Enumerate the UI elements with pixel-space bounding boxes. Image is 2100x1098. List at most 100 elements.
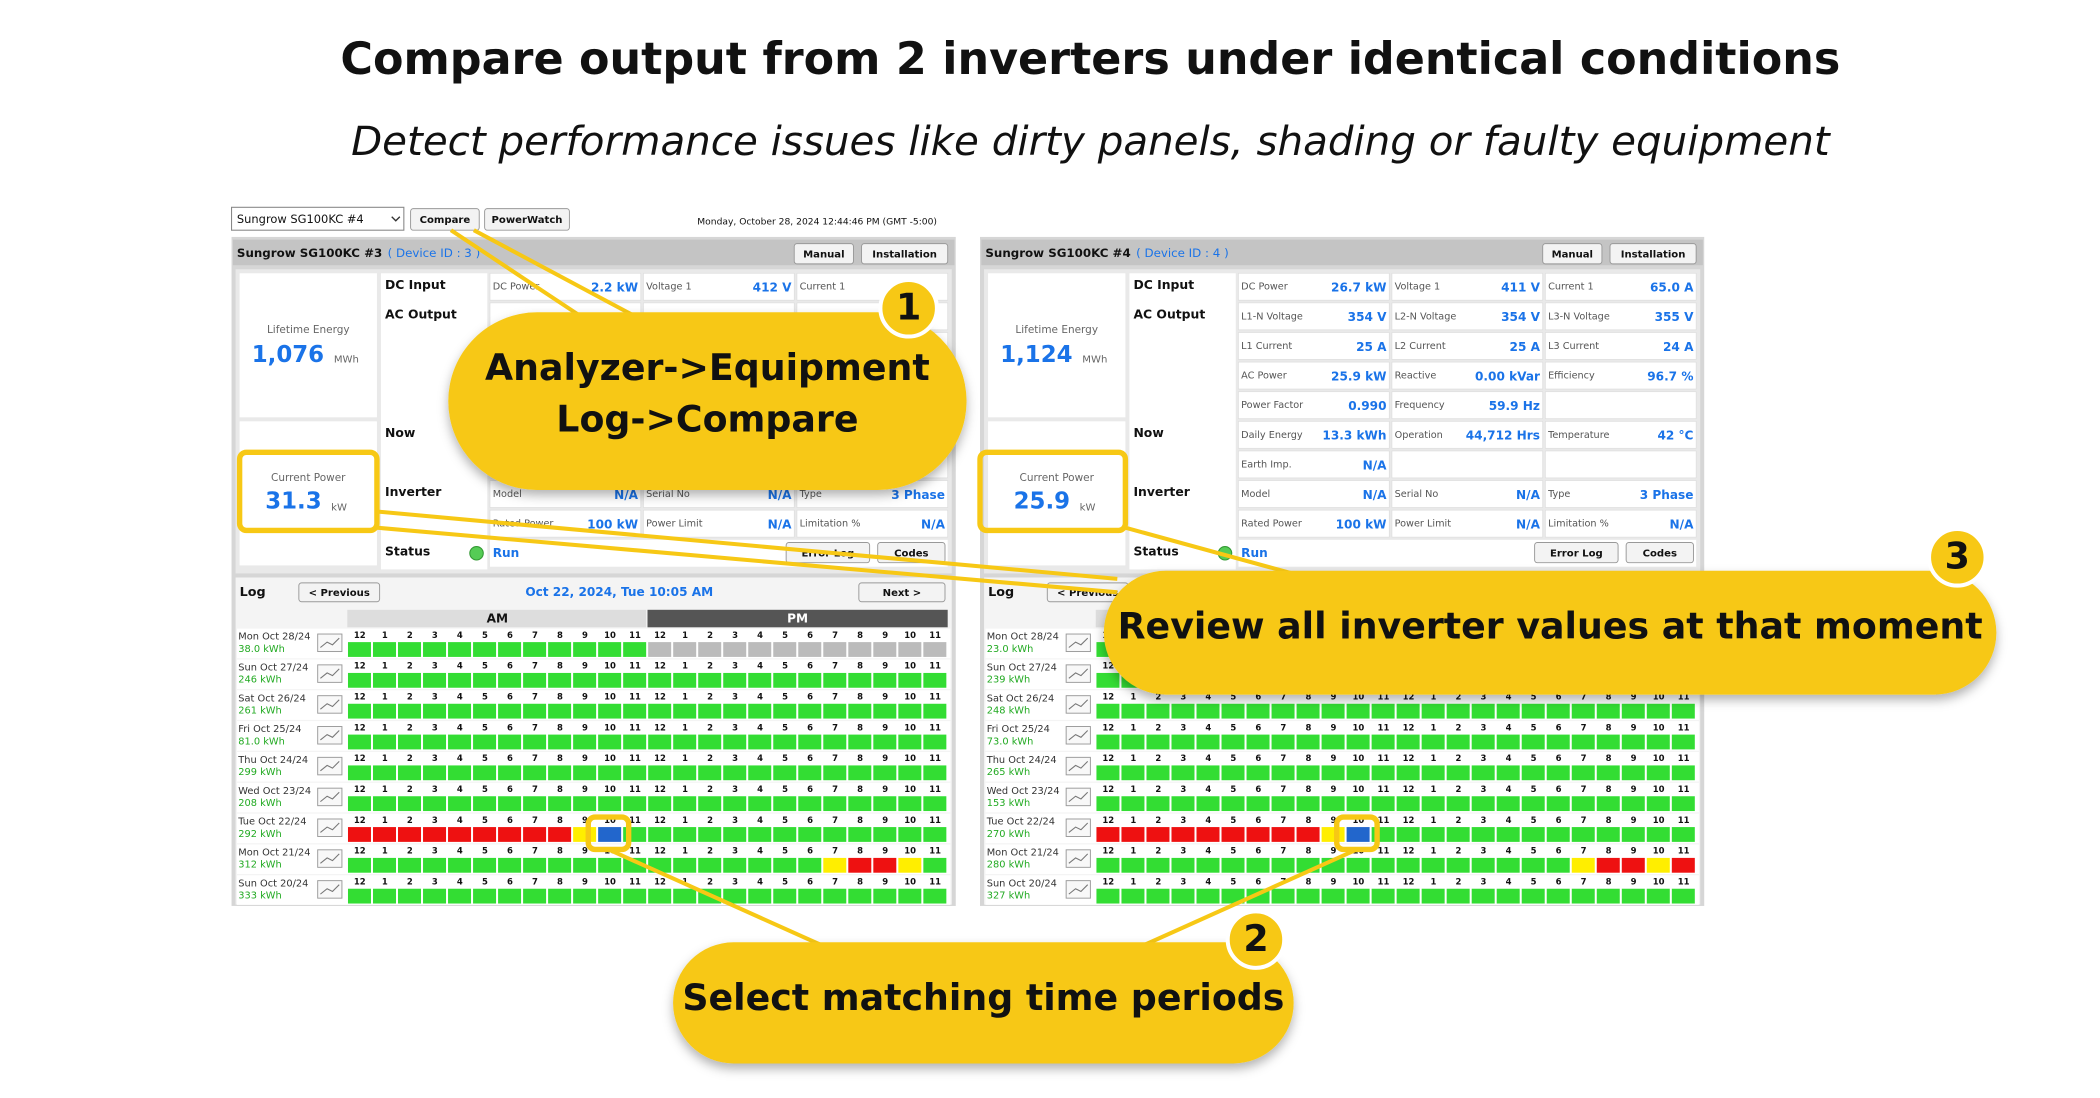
hour-cell[interactable] [1496, 827, 1520, 842]
hour-cell[interactable] [898, 796, 922, 812]
hour-cell[interactable] [347, 734, 371, 750]
hour-cell[interactable] [1421, 796, 1445, 812]
hour-cell[interactable] [398, 888, 422, 904]
hour-cell[interactable] [1346, 857, 1370, 873]
device-select-label[interactable]: Sungrow SG100KC #4 [237, 212, 364, 226]
hour-cell[interactable] [498, 642, 522, 657]
hour-cell[interactable] [1146, 857, 1170, 873]
hour-cell[interactable] [673, 796, 697, 812]
device-select[interactable] [231, 206, 405, 231]
hour-cell[interactable] [423, 642, 447, 657]
hour-cell[interactable] [1646, 888, 1670, 904]
hour-cell[interactable] [372, 827, 396, 842]
hour-cell[interactable] [448, 765, 472, 781]
chart-icon[interactable] [317, 818, 343, 837]
hour-cell[interactable] [372, 642, 396, 657]
hour-cell[interactable] [1671, 827, 1695, 842]
hour-cell[interactable] [1346, 827, 1370, 842]
hour-cell[interactable] [1121, 703, 1145, 719]
hour-cell[interactable] [723, 703, 747, 719]
hour-cell[interactable] [723, 796, 747, 812]
hour-cell[interactable] [347, 765, 371, 781]
hour-cell[interactable] [573, 765, 597, 781]
hour-cell[interactable] [1396, 765, 1420, 781]
chart-icon[interactable] [1065, 756, 1091, 776]
hour-cell[interactable] [598, 888, 622, 904]
hour-cell[interactable] [1421, 888, 1445, 904]
hour-cell[interactable] [923, 734, 947, 750]
hour-cell[interactable] [473, 672, 497, 688]
hour-cell[interactable] [473, 796, 497, 812]
hour-cell[interactable] [1171, 857, 1195, 873]
hour-cell[interactable] [1321, 734, 1345, 750]
hour-cell[interactable] [873, 672, 897, 688]
hour-cell[interactable] [1346, 734, 1370, 750]
hour-cell[interactable] [698, 827, 722, 842]
hour-cell[interactable] [673, 672, 697, 688]
hour-cell[interactable] [1621, 857, 1645, 873]
chart-icon[interactable] [317, 756, 343, 776]
hour-cell[interactable] [773, 642, 797, 657]
hour-cell[interactable] [648, 703, 672, 719]
hour-cell[interactable] [823, 796, 847, 812]
hour-cell[interactable] [1671, 857, 1695, 873]
hour-cell[interactable] [448, 642, 472, 657]
hour-cell[interactable] [1446, 765, 1470, 781]
hour-cell[interactable] [848, 672, 872, 688]
error-log-button-bg[interactable] [1534, 542, 1619, 564]
powerwatch-button-bg[interactable] [484, 208, 570, 231]
hour-cell[interactable] [848, 734, 872, 750]
hour-cell[interactable] [1371, 765, 1395, 781]
hour-cell[interactable] [623, 642, 647, 657]
hour-cell[interactable] [523, 765, 547, 781]
hour-cell[interactable] [773, 734, 797, 750]
hour-cell[interactable] [1596, 765, 1620, 781]
hour-cell[interactable] [1121, 888, 1145, 904]
hour-cell[interactable] [848, 703, 872, 719]
hour-cell[interactable] [1546, 703, 1570, 719]
hour-cell[interactable] [1396, 734, 1420, 750]
hour-cell[interactable] [1196, 796, 1220, 812]
hour-cell[interactable] [1671, 703, 1695, 719]
manual-button[interactable]: Manual [1552, 249, 1593, 260]
hour-cell[interactable] [798, 888, 822, 904]
hour-cell[interactable] [1221, 765, 1245, 781]
hour-cell[interactable] [623, 672, 647, 688]
hour-cell[interactable] [1146, 796, 1170, 812]
previous-button[interactable]: < Previous [309, 588, 370, 599]
hour-cell[interactable] [548, 672, 572, 688]
hour-cell[interactable] [398, 672, 422, 688]
hour-cell[interactable] [1621, 827, 1645, 842]
codes-button[interactable]: Codes [1643, 548, 1677, 559]
hour-cell[interactable] [648, 734, 672, 750]
hour-cell[interactable] [1146, 765, 1170, 781]
hour-cell[interactable] [498, 888, 522, 904]
hour-cell[interactable] [873, 765, 897, 781]
hour-cell[interactable] [748, 765, 772, 781]
hour-cell[interactable] [898, 642, 922, 657]
hour-cell[interactable] [548, 796, 572, 812]
hour-cell[interactable] [448, 888, 472, 904]
hour-cell[interactable] [1471, 827, 1495, 842]
hour-cell[interactable] [1246, 703, 1270, 719]
hour-cell[interactable] [1446, 703, 1470, 719]
hour-cell[interactable] [673, 857, 697, 873]
hour-cell[interactable] [1496, 857, 1520, 873]
hour-cell[interactable] [923, 827, 947, 842]
hour-cell[interactable] [1646, 734, 1670, 750]
hour-cell[interactable] [1121, 857, 1145, 873]
hour-cell[interactable] [798, 672, 822, 688]
hour-cell[interactable] [673, 642, 697, 657]
hour-cell[interactable] [523, 888, 547, 904]
hour-cell[interactable] [347, 827, 371, 842]
hour-cell[interactable] [1271, 734, 1295, 750]
hour-cell[interactable] [1571, 888, 1595, 904]
hour-cell[interactable] [1646, 765, 1670, 781]
hour-cell[interactable] [873, 703, 897, 719]
hour-cell[interactable] [823, 827, 847, 842]
hour-cell[interactable] [598, 703, 622, 719]
powerwatch-button[interactable]: PowerWatch [492, 215, 563, 226]
hour-cell[interactable] [1496, 765, 1520, 781]
hour-cell[interactable] [423, 703, 447, 719]
hour-cell[interactable] [673, 703, 697, 719]
